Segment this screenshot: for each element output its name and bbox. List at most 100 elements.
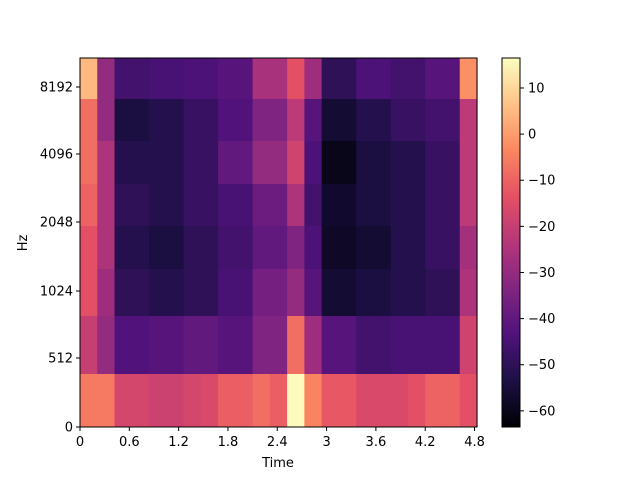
heatmap-cell — [235, 316, 254, 374]
heatmap-cell — [97, 316, 116, 374]
heatmap-cell — [114, 141, 133, 184]
heatmap-cell — [321, 99, 340, 141]
heatmap-cell — [407, 58, 426, 99]
heatmap-cell — [149, 58, 167, 99]
heatmap-cell — [442, 374, 461, 427]
heatmap-cell — [287, 226, 305, 269]
heatmap-cell — [390, 316, 409, 374]
heatmap-cell — [166, 184, 185, 226]
heatmap-cell — [373, 58, 392, 99]
heatmap-cell — [442, 58, 461, 99]
heatmap-cell — [235, 58, 254, 99]
heatmap-cell — [114, 226, 133, 269]
heatmap-cell — [80, 58, 98, 99]
heatmap-cell — [338, 316, 357, 374]
heatmap-cell — [304, 226, 323, 269]
heatmap-cell — [338, 226, 357, 269]
heatmap-cell — [183, 269, 202, 316]
x-tick-label: 3 — [322, 435, 330, 450]
y-tick-label: 8192 — [40, 81, 73, 96]
heatmap-cell — [218, 316, 236, 374]
x-tick-label: 3.6 — [366, 435, 387, 450]
heatmap-cell — [287, 374, 305, 427]
y-axis-label: Hz — [16, 235, 31, 252]
heatmap-cell — [80, 374, 98, 427]
heatmap-cell — [269, 141, 288, 184]
heatmap-cell — [390, 269, 409, 316]
heatmap-cell — [114, 99, 133, 141]
colorbar — [501, 57, 521, 428]
colorbar-tick-label: −20 — [528, 220, 555, 235]
heatmap-cell — [287, 269, 305, 316]
heatmap-cell — [304, 141, 323, 184]
heatmap-cell — [114, 316, 133, 374]
x-tick-label: 0 — [76, 435, 84, 450]
heatmap-cell — [321, 269, 340, 316]
heatmap-cell — [200, 141, 219, 184]
heatmap-cell — [407, 374, 426, 427]
y-tick-label: 2048 — [40, 216, 73, 231]
heatmap-cell — [304, 99, 323, 141]
heatmap-cell — [252, 99, 271, 141]
heatmap-cell — [269, 316, 288, 374]
heatmap-cell — [356, 269, 375, 316]
heatmap-cell — [459, 141, 478, 184]
heatmap-cell — [356, 316, 375, 374]
heatmap-cell — [131, 141, 150, 184]
heatmap-cell — [407, 99, 426, 141]
heatmap-cell — [338, 58, 357, 99]
heatmap-cell — [252, 269, 271, 316]
x-tick-label: 4.8 — [464, 435, 485, 450]
heatmap-cell — [183, 226, 202, 269]
heatmap-cell — [304, 316, 323, 374]
heatmap-cell — [459, 226, 478, 269]
heatmap-cell — [149, 184, 167, 226]
y-tick-label: 0 — [65, 421, 73, 436]
heatmap-cell — [131, 374, 150, 427]
heatmap-cell — [235, 141, 254, 184]
heatmap-cell — [356, 99, 375, 141]
heatmap-cell — [183, 99, 202, 141]
heatmap-cell — [218, 226, 236, 269]
heatmap-cell — [425, 316, 444, 374]
heatmap-cell — [269, 99, 288, 141]
heatmap-cell — [442, 141, 461, 184]
heatmap-cell — [166, 269, 185, 316]
heatmap-cell — [442, 226, 461, 269]
heatmap-cell — [321, 316, 340, 374]
heatmap-cell — [338, 184, 357, 226]
heatmap-cell — [200, 374, 219, 427]
heatmap-cell — [390, 226, 409, 269]
heatmap-cell — [200, 226, 219, 269]
heatmap-cell — [373, 226, 392, 269]
heatmap-cell — [425, 226, 444, 269]
heatmap-cell — [252, 184, 271, 226]
heatmap-cell — [321, 374, 340, 427]
heatmap-cell — [218, 58, 236, 99]
heatmap-cell — [149, 99, 167, 141]
heatmap-cell — [131, 99, 150, 141]
colorbar-tick-label: 0 — [528, 128, 536, 143]
colorbar-tick-label: −30 — [528, 266, 555, 281]
heatmap-cell — [131, 58, 150, 99]
heatmap-cell — [252, 58, 271, 99]
colorbar-tick-label: −50 — [528, 358, 555, 373]
heatmap-cell — [459, 184, 478, 226]
heatmap-cell — [252, 316, 271, 374]
heatmap-cell — [459, 269, 478, 316]
heatmap-cell — [200, 58, 219, 99]
heatmap-cell — [114, 374, 133, 427]
heatmap-cell — [80, 226, 98, 269]
heatmap-cell — [321, 184, 340, 226]
heatmap-cell — [183, 374, 202, 427]
heatmap-cell — [80, 316, 98, 374]
heatmap-cell — [373, 269, 392, 316]
heatmap-cell — [407, 141, 426, 184]
heatmap-cell — [407, 269, 426, 316]
x-tick-label: 1.2 — [168, 435, 189, 450]
x-axis: 0 0.6 1.2 1.8 2.4 3 3.6 4.2 4.8 — [76, 427, 485, 450]
heatmap-cell — [252, 141, 271, 184]
heatmap-cell — [338, 99, 357, 141]
heatmap-cell — [442, 269, 461, 316]
heatmap-cell — [131, 269, 150, 316]
